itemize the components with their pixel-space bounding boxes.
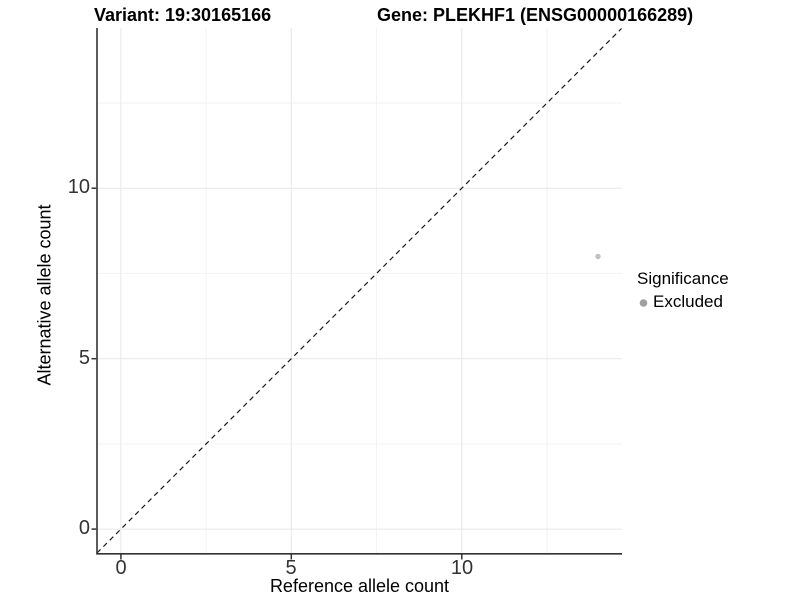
legend-title: Significance <box>637 269 729 288</box>
y-tick-marks <box>91 187 97 530</box>
x-major-gridlines <box>120 28 463 553</box>
legend-marker-icon <box>639 298 648 307</box>
legend-item-label: Excluded <box>653 292 723 311</box>
x-tick-label-10: 10 <box>450 557 474 579</box>
legend-item-excluded: Excluded <box>637 292 729 312</box>
y-axis-title: Alternative allele count <box>34 204 55 386</box>
y-minor-gridlines <box>97 102 622 445</box>
x-minor-gridlines <box>205 28 548 553</box>
plot-title-gene: Gene: PLEKHF1 (ENSG00000166289) <box>377 5 694 25</box>
y-major-gridlines <box>97 187 622 530</box>
y-tick-label-0: 0 <box>78 517 90 539</box>
y-tick-label-10: 10 <box>67 176 90 198</box>
x-tick-label-5: 5 <box>285 557 297 579</box>
y-tick-label-5: 5 <box>78 347 90 369</box>
plot-title-variant: Variant: 19:30165166 <box>94 5 272 25</box>
x-tick-label-0: 0 <box>115 557 127 579</box>
x-axis-title: Reference allele count <box>269 576 450 596</box>
data-point <box>595 253 601 260</box>
x-tick-marks <box>120 554 463 560</box>
legend: Significance Excluded <box>637 269 729 312</box>
identity-line <box>96 28 622 554</box>
